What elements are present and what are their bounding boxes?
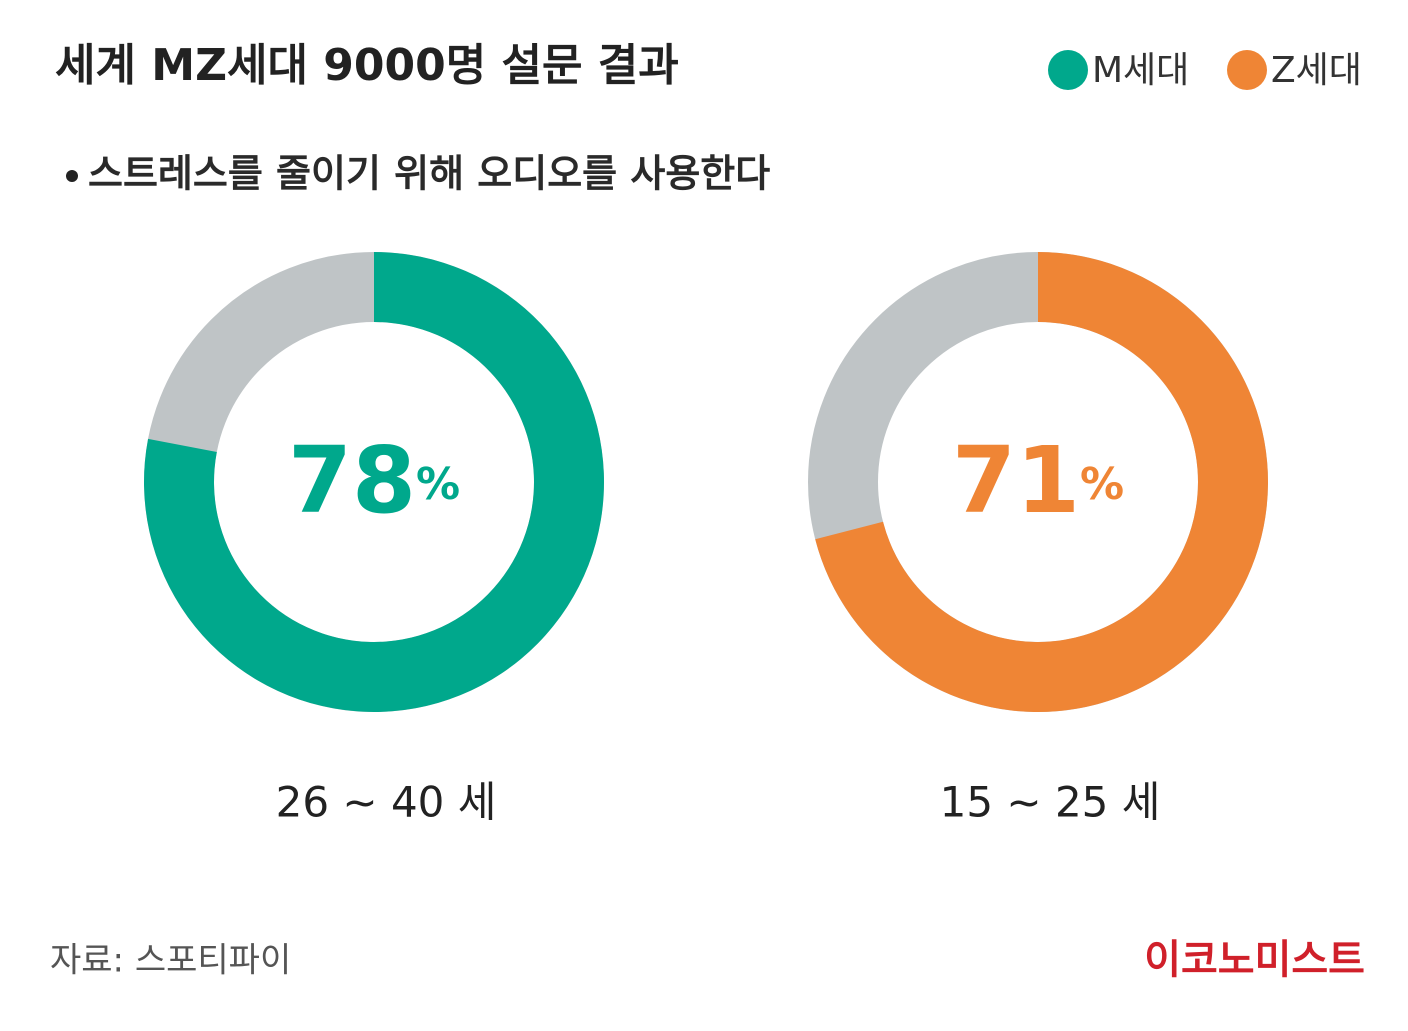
legend-label: M세대 (1092, 50, 1189, 91)
title: 세계 MZ세대 9000명 설문 결과 (55, 40, 679, 91)
donut-segment (143, 252, 605, 712)
value-label: 78% (288, 427, 460, 534)
legend-label: Z세대 (1271, 50, 1362, 91)
chart-label: 15 ~ 25 세 (940, 778, 1161, 827)
chart-label: 26 ~ 40 세 (276, 778, 497, 827)
brand: 이코노미스트 (1144, 937, 1365, 983)
value-label: 71% (952, 427, 1124, 534)
bullet (66, 170, 78, 182)
donut-segment (815, 252, 1268, 712)
subtitle: 스트레스를 줄이기 위해 오디오를 사용한다 (88, 152, 770, 196)
legend-swatch (1227, 50, 1267, 90)
source: 자료: 스포티파이 (50, 941, 291, 981)
legend-swatch (1048, 50, 1088, 90)
